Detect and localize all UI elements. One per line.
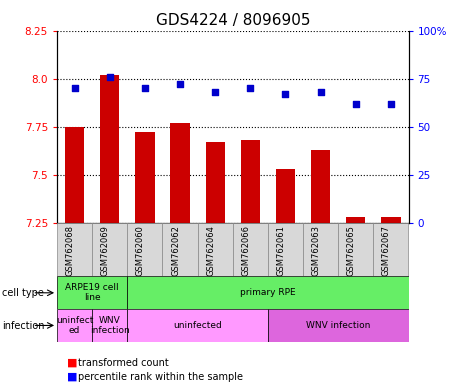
Text: transformed count: transformed count	[78, 358, 169, 368]
Bar	[65, 127, 84, 223]
Point	[141, 85, 149, 91]
Bar	[268, 309, 408, 342]
Text: WNV infection: WNV infection	[306, 321, 371, 330]
Text: WNV
infection: WNV infection	[90, 316, 130, 335]
Text: GSM762061: GSM762061	[276, 225, 285, 276]
Bar	[57, 223, 92, 276]
Bar	[171, 123, 190, 223]
Text: GSM762060: GSM762060	[136, 225, 145, 276]
Bar	[373, 223, 408, 276]
Text: GSM762062: GSM762062	[171, 225, 180, 276]
Bar	[206, 142, 225, 223]
Point	[211, 89, 219, 95]
Bar	[268, 223, 303, 276]
Text: ■: ■	[66, 358, 77, 368]
Point	[317, 89, 324, 95]
Bar	[127, 223, 162, 276]
Text: ■: ■	[66, 372, 77, 382]
Point	[106, 74, 114, 80]
Title: GDS4224 / 8096905: GDS4224 / 8096905	[155, 13, 310, 28]
Bar	[276, 169, 295, 223]
Point	[387, 101, 395, 107]
Text: GSM762066: GSM762066	[241, 225, 250, 276]
Point	[71, 85, 78, 91]
Bar	[127, 276, 408, 309]
Bar	[162, 223, 198, 276]
Text: primary RPE: primary RPE	[240, 288, 296, 297]
Text: cell type: cell type	[2, 288, 44, 298]
Text: GSM762063: GSM762063	[312, 225, 321, 276]
Point	[282, 91, 289, 97]
Bar	[346, 217, 365, 223]
Text: infection: infection	[2, 321, 45, 331]
Text: uninfect
ed: uninfect ed	[56, 316, 93, 335]
Text: ARPE19 cell
line: ARPE19 cell line	[66, 283, 119, 303]
Text: percentile rank within the sample: percentile rank within the sample	[78, 372, 243, 382]
Point	[352, 101, 360, 107]
Text: GSM762064: GSM762064	[206, 225, 215, 276]
Text: GSM762065: GSM762065	[347, 225, 356, 276]
Bar	[198, 223, 233, 276]
Point	[176, 81, 184, 88]
Bar	[127, 309, 268, 342]
Text: uninfected: uninfected	[173, 321, 222, 330]
Bar	[57, 276, 127, 309]
Point	[247, 85, 254, 91]
Bar	[100, 75, 119, 223]
Bar	[303, 223, 338, 276]
Bar	[381, 217, 400, 223]
Bar	[233, 223, 268, 276]
Text: GSM762067: GSM762067	[382, 225, 391, 276]
Bar	[338, 223, 373, 276]
Bar	[311, 150, 330, 223]
Bar	[92, 223, 127, 276]
Bar	[92, 309, 127, 342]
Text: GSM762069: GSM762069	[101, 225, 110, 276]
Text: GSM762068: GSM762068	[66, 225, 75, 276]
Bar	[241, 140, 260, 223]
Bar	[57, 309, 92, 342]
Bar	[135, 132, 154, 223]
